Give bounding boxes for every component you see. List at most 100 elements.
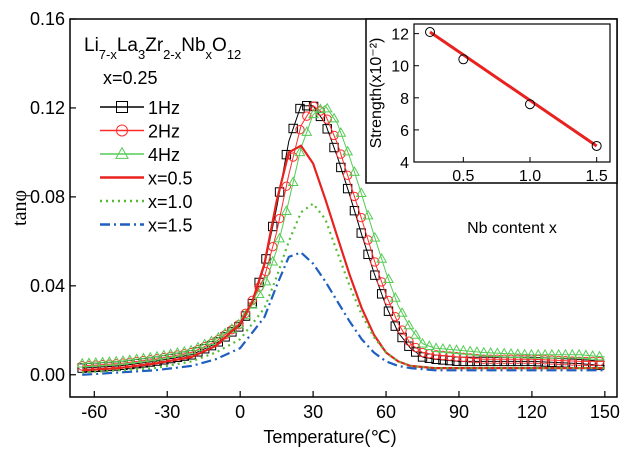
inset-y-tick-label: 8 xyxy=(400,91,409,108)
series-marker-2 xyxy=(369,231,381,242)
series-marker-2 xyxy=(171,347,183,357)
series-marker-2 xyxy=(110,355,122,366)
series-marker-1 xyxy=(506,354,516,364)
series-marker-2 xyxy=(403,319,415,330)
series-marker-2 xyxy=(430,342,442,353)
series-marker-2 xyxy=(83,357,95,368)
series-marker-1 xyxy=(547,355,557,365)
series-marker-2 xyxy=(587,350,599,360)
series-marker-2 xyxy=(580,349,592,360)
series-line-1 xyxy=(82,105,605,367)
inset-y-axis-title: Strength(x10⁻²) xyxy=(368,38,385,149)
series-marker-2 xyxy=(294,146,306,157)
series-marker-2 xyxy=(280,205,292,215)
series-marker-1 xyxy=(513,354,523,364)
series-marker-2 xyxy=(525,348,537,359)
formula-el-la: La xyxy=(117,35,139,56)
formula-el-nb: Nb xyxy=(181,35,205,56)
series-marker-2 xyxy=(505,347,517,358)
series-marker-1 xyxy=(465,353,475,363)
series-marker-2 xyxy=(437,342,449,353)
series-marker-1 xyxy=(438,350,448,361)
series-line-3 xyxy=(82,144,605,372)
series-marker-2 xyxy=(410,329,422,339)
series-marker-1 xyxy=(404,336,414,346)
series-marker-2 xyxy=(423,340,435,350)
inset-frame xyxy=(365,18,618,184)
inset-x-axis-title: Nb content x xyxy=(467,220,557,237)
series-marker-0 xyxy=(519,356,530,367)
series-marker-1 xyxy=(451,352,462,362)
formula-sub-li: 7-x xyxy=(99,47,118,62)
series-marker-2 xyxy=(144,351,156,362)
series-marker-2 xyxy=(532,348,544,359)
series-marker-1 xyxy=(492,354,503,364)
series-marker-2 xyxy=(274,232,286,243)
series-marker-2 xyxy=(382,273,394,284)
y-tick-label: 0.04 xyxy=(30,276,65,296)
series-marker-2 xyxy=(457,344,469,355)
formula-el-zr: Zr xyxy=(145,35,164,56)
series-marker-1 xyxy=(519,354,530,364)
series-marker-0 xyxy=(465,356,475,367)
series-marker-1 xyxy=(376,277,387,287)
series-marker-2 xyxy=(539,348,551,359)
series-marker-2 xyxy=(240,309,252,320)
series-marker-1 xyxy=(587,356,598,367)
series-marker-1 xyxy=(594,356,605,367)
series-marker-2 xyxy=(512,348,524,358)
inset-point xyxy=(525,99,535,110)
series-marker-1 xyxy=(281,181,292,191)
series-marker-2 xyxy=(314,103,326,114)
series-marker-2 xyxy=(348,166,360,176)
formula-sub-la: 3 xyxy=(138,47,145,62)
series-line-4 xyxy=(82,202,605,374)
inset-series xyxy=(425,27,602,151)
series-marker-2 xyxy=(158,349,170,360)
x-tick-label: -30 xyxy=(154,402,180,422)
series-marker-2 xyxy=(464,345,476,356)
inset-point xyxy=(458,54,469,65)
x-tick-label: 150 xyxy=(590,402,620,422)
inset-x-tick-label: 1.0 xyxy=(519,168,541,185)
series-marker-2 xyxy=(451,344,463,354)
legend-marker-0 xyxy=(116,101,128,113)
series-marker-1 xyxy=(336,149,346,159)
series-marker-2 xyxy=(287,176,299,186)
y-tick-label: 0.00 xyxy=(30,365,65,385)
legend-marker-2 xyxy=(115,146,129,159)
series-marker-1 xyxy=(329,130,339,141)
series-marker-1 xyxy=(363,235,373,245)
series-marker-2 xyxy=(137,352,149,363)
series-marker-0 xyxy=(533,357,543,367)
inset-x-tick-label: 1.5 xyxy=(586,168,608,185)
main-series xyxy=(76,101,605,376)
inset-plot-frame xyxy=(413,23,611,163)
series-marker-2 xyxy=(559,348,571,359)
series-marker-1 xyxy=(581,356,591,367)
series-marker-1 xyxy=(540,355,550,365)
inset-y-tick-label: 6 xyxy=(400,123,409,140)
legend-marker-1 xyxy=(116,124,128,137)
series-marker-0 xyxy=(479,356,489,367)
series-marker-2 xyxy=(124,354,136,364)
series-marker-2 xyxy=(301,126,313,136)
series-marker-2 xyxy=(76,357,88,368)
series-marker-1 xyxy=(574,356,584,367)
series-marker-2 xyxy=(178,345,190,356)
x-axis-title: Temperature(℃) xyxy=(263,427,396,447)
x-tick-label: 30 xyxy=(303,402,323,422)
legend-header: x=0.25 xyxy=(103,68,158,88)
formula-el-li: Li xyxy=(84,35,99,56)
series-marker-0 xyxy=(288,123,298,134)
series-marker-2 xyxy=(553,348,565,359)
series-marker-2 xyxy=(498,347,510,358)
formula-el-o: O xyxy=(212,35,227,56)
series-marker-2 xyxy=(260,275,272,286)
series-marker-1 xyxy=(274,213,285,224)
y-tick-label: 0.08 xyxy=(30,187,65,207)
formula-sub-nb: x xyxy=(206,47,213,62)
inset-point xyxy=(425,27,435,38)
y-tick-label: 0.12 xyxy=(30,98,65,118)
